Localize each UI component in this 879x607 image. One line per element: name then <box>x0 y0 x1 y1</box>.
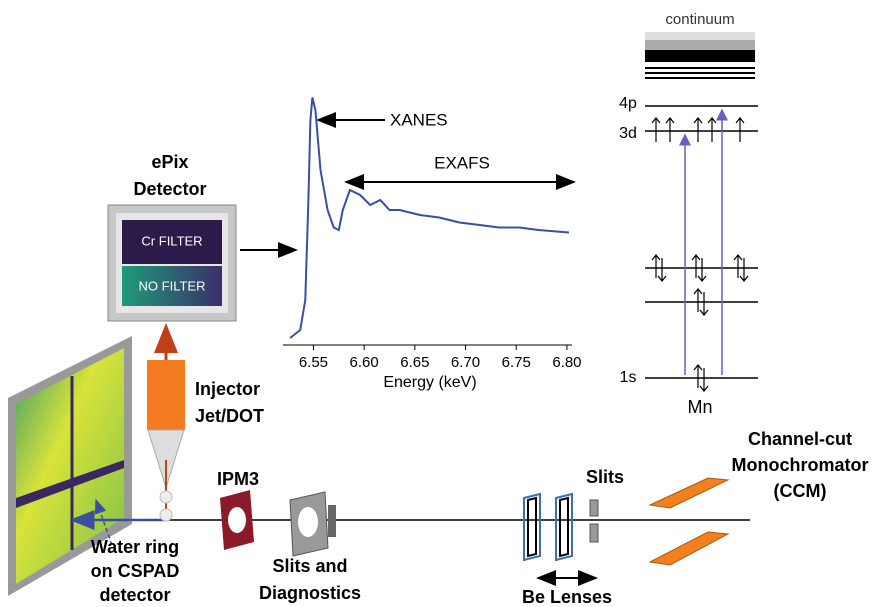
x-tick-label: 6.60 <box>350 354 379 371</box>
label: on CSPAD <box>91 561 180 581</box>
level-label: 4p <box>619 95 637 112</box>
spectrum: Energy (keV) XANES EXAFS 6.55 6.60 6.65 6.7… <box>283 98 582 392</box>
diag-hole <box>298 507 318 537</box>
label: Be Lenses <box>522 587 612 607</box>
band <box>645 40 755 50</box>
label: Diagnostics <box>259 583 361 603</box>
detector-title: ePix <box>151 152 188 172</box>
x-tick-label: 6.75 <box>502 354 531 371</box>
label: detector <box>99 585 170 605</box>
continuum-label: continuum <box>665 11 734 28</box>
band <box>645 32 755 40</box>
slits <box>590 500 598 542</box>
droplet <box>160 509 172 521</box>
spectrum-line <box>290 98 569 339</box>
label: Channel-cut <box>748 429 852 449</box>
element-label: Mn <box>687 397 712 417</box>
annotation: EXAFS <box>434 153 490 172</box>
x-tick-label: 6.70 <box>451 354 480 371</box>
x-axis-label: Energy (keV) <box>383 374 476 391</box>
x-tick-label: 6.55 <box>299 354 328 371</box>
ipm-hole <box>228 507 246 533</box>
epix-detector: ePix Detector Cr FILTER NO FILTER <box>108 152 296 321</box>
figure: continuum 4p 3d 1s Mn ePix Detector Cr F… <box>0 0 879 607</box>
label: Slits and <box>272 556 347 576</box>
filter-label: Cr FILTER <box>141 233 202 248</box>
annotation: XANES <box>390 110 448 129</box>
filter-label: NO FILTER <box>139 278 206 293</box>
level-label: 3d <box>619 125 637 142</box>
band <box>645 50 755 62</box>
label: Jet/DOT <box>195 406 264 426</box>
label: (CCM) <box>774 481 827 501</box>
droplet <box>160 491 172 503</box>
jet-body <box>147 360 185 430</box>
cspad <box>8 336 132 596</box>
spin-arrows <box>652 118 748 391</box>
ccm <box>650 478 728 565</box>
detector-title: Detector <box>133 179 206 199</box>
x-tick-label: 6.80 <box>552 354 581 371</box>
label: Slits <box>586 467 624 487</box>
label: Monochromator <box>732 455 869 475</box>
slit <box>328 505 336 537</box>
slits-diagnostics <box>290 492 336 556</box>
label: Water ring <box>91 537 179 557</box>
x-tick-label: 6.65 <box>400 354 429 371</box>
label: IPM3 <box>217 469 259 489</box>
label: Injector <box>195 379 260 399</box>
levels <box>645 68 758 378</box>
energy-levels: continuum 4p 3d 1s Mn <box>619 11 758 417</box>
injector <box>147 326 185 521</box>
ipm3 <box>220 490 254 550</box>
be-lenses <box>524 494 572 560</box>
level-label: 1s <box>620 369 637 386</box>
